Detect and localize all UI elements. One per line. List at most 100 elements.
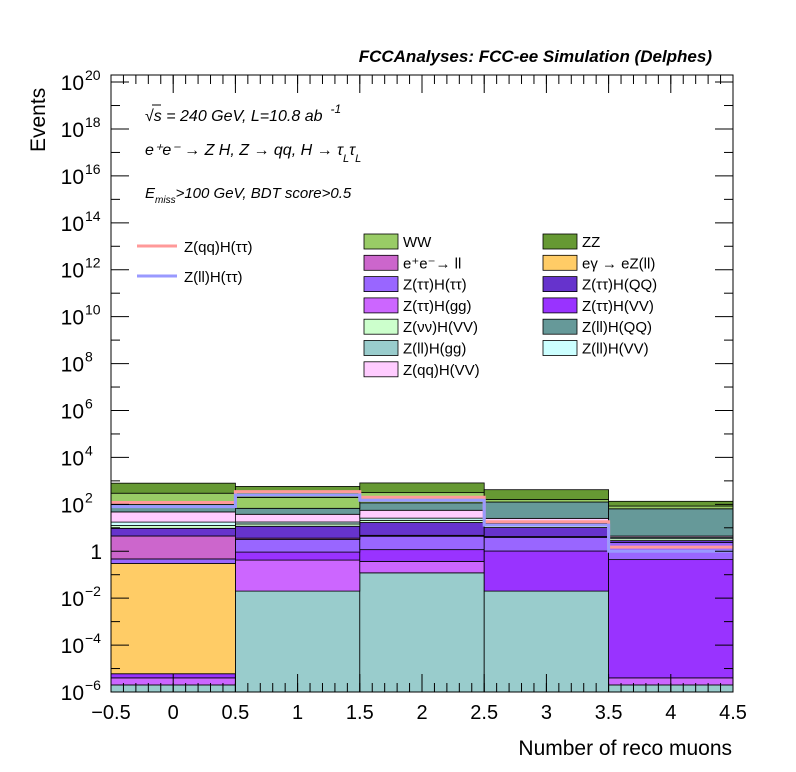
bar-zz-bin-2 [359, 482, 485, 494]
y-tick-exponent: 14 [85, 208, 101, 224]
y-tick-exponent: 2 [85, 489, 93, 505]
legend-swatch-z-ll-h-vv [542, 340, 578, 356]
legend-label: Z(ττ)H(VV) [582, 298, 654, 315]
legend-label: Z(ττ)H(QQ) [582, 277, 657, 294]
y-tick-label: 10 [61, 119, 84, 142]
x-tick-label: 3 [541, 702, 552, 724]
legend-swatch-z-qq-h-vv [363, 361, 399, 378]
legend-swatch-e-e-ll [363, 254, 399, 271]
y-tick-label: 1 [90, 541, 102, 564]
legend-label: Z(qq)H(VV) [403, 362, 480, 379]
x-tick-label: 0 [168, 702, 179, 724]
bar-z-ll-h-qq-bin-4 [608, 508, 734, 537]
x-tick-label: 1 [292, 702, 303, 724]
bar-z-h-bin-3 [483, 536, 610, 552]
y-tick-label: 10 [61, 447, 84, 470]
bar-e-e-ll-bin-0 [110, 535, 236, 560]
y-tick-label: 10 [61, 166, 84, 189]
bar-zz-bin-3 [483, 489, 610, 500]
x-tick-label: 0.5 [221, 702, 249, 724]
legend: Z(qq)H(ττ) Z(ll)H(ττ) WW e⁺e⁻→ ll Z(ττ)H(ττ)… [137, 233, 657, 379]
legend-label: Z(ll)H(gg) [403, 341, 466, 358]
bar-zz-bin-4 [608, 500, 734, 507]
y-tick-exponent: 6 [85, 395, 93, 411]
x-axis-label: Number of reco muons [518, 737, 732, 760]
y-tick-exponent: 18 [85, 114, 101, 130]
y-tick-label: 10 [61, 494, 84, 517]
y-tick-label: 10 [61, 213, 84, 236]
x-tick-label: 4 [665, 702, 676, 724]
annotation-energy: √s = 240 GeV, L=10.8 ab -1 [145, 102, 341, 125]
line-z-ll-h [111, 493, 733, 553]
bar-z-h-qq-bin-3 [483, 527, 610, 537]
y-tick-exponent: 4 [85, 442, 93, 458]
legend-swatch-z-h-qq [542, 276, 578, 293]
bar-z-h-bin-0 [110, 558, 236, 564]
legend-swatch-z-ll-h-qq [542, 318, 578, 335]
y-tick-exponent: −2 [85, 583, 101, 599]
legend-label: Z(νν)H(VV) [403, 319, 478, 336]
bar-z-ll-h-vv-bin-0 [110, 521, 236, 526]
legend-label: Z(ll)H(VV) [582, 341, 649, 358]
bar-z-h-vv-bin-4 [608, 559, 734, 679]
bar-z-ll-h-qq-bin-1 [234, 507, 361, 515]
y-tick-exponent: 10 [85, 302, 101, 318]
bar-z-h-vv-bin-1 [234, 551, 361, 561]
x-tick-label: 2 [416, 702, 427, 724]
legend-swatch-ww [363, 233, 399, 250]
x-tick-label: 4.5 [719, 702, 747, 724]
bar-e-ez-ll-bin-0 [110, 563, 236, 675]
legend-label: Z(ll)H(ττ) [184, 269, 243, 286]
stacked-bars [110, 482, 734, 693]
bar-z-h-vv-bin-0 [110, 525, 236, 529]
bar-z-qq-h-vv-bin-0 [110, 511, 236, 523]
bar-z-h-vv-bin-2 [359, 549, 485, 562]
y-tick-exponent: −6 [85, 677, 101, 693]
bar-z-h-bin-2 [359, 535, 485, 551]
x-tick-label: 1.5 [346, 702, 374, 724]
legend-swatch-e-ez-ll [542, 254, 578, 271]
y-tick-label: 10 [61, 72, 84, 95]
x-axis: −0.5 0 0.5 1 1.5 2 2.5 3 3.5 4 4.5 [91, 75, 747, 724]
y-tick-label: 10 [61, 588, 84, 611]
legend-swatch-z-h-gg [363, 297, 399, 314]
y-tick-exponent: 8 [85, 349, 93, 365]
legend-label: Z(ττ)H(gg) [403, 298, 472, 315]
bar-z-h-qq-bin-1 [234, 525, 361, 539]
x-tick-label: 2.5 [470, 702, 498, 724]
annotations: √s = 240 GeV, L=10.8 ab -1 e⁺e⁻ → Z H, Z … [145, 102, 361, 206]
y-tick-exponent: 16 [85, 161, 101, 177]
bar-z-h-qq-bin-2 [359, 522, 485, 536]
bar-z-h-gg-bin-2 [359, 560, 485, 574]
y-tick-label: 10 [61, 635, 84, 658]
bar-z-qq-h-vv-bin-1 [234, 513, 361, 523]
x-tick-label: 3.5 [595, 702, 623, 724]
bar-zz-bin-0 [110, 482, 236, 494]
legend-label: e⁺e⁻→ ll [403, 255, 461, 272]
bar-z-h-bin-1 [234, 538, 361, 553]
legend-swatch-z-ll-h-gg [363, 340, 399, 356]
y-tick-exponent: 12 [85, 255, 101, 271]
y-tick-label: 10 [61, 260, 84, 283]
y-tick-label: 10 [61, 354, 84, 377]
legend-label: WW [403, 234, 432, 251]
bar-z-h-qq-bin-0 [110, 527, 236, 537]
y-tick-exponent: −4 [85, 630, 101, 646]
bar-z-ll-h-qq-bin-2 [359, 502, 485, 511]
legend-swatch-z-h-vv [542, 297, 578, 314]
signal-lines [111, 490, 733, 553]
legend-label: Z(ττ)H(ττ) [403, 277, 467, 294]
bar-z-ll-h-qq-bin-3 [483, 501, 610, 519]
bar-ww-bin-4 [608, 505, 734, 510]
legend-swatch-zz [542, 233, 578, 250]
bar-z-h-vv-bin-3 [483, 550, 610, 592]
legend-label: eγ → eZ(ll) [582, 255, 655, 272]
bar-z-qq-h-vv-bin-2 [359, 509, 485, 519]
bar-z-h-gg-bin-1 [234, 559, 361, 592]
y-tick-exponent: 20 [85, 67, 101, 83]
y-tick-label: 10 [61, 400, 84, 423]
legend-swatch-z-h [363, 276, 399, 293]
y-tick-label: 10 [61, 682, 84, 705]
y-axis-label: Events [27, 88, 50, 152]
